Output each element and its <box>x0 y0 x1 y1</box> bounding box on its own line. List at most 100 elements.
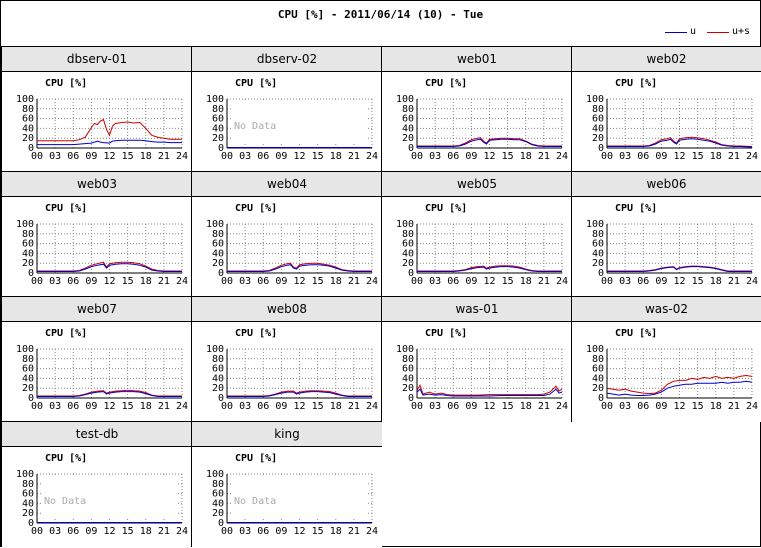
x-tick-label: 24 <box>556 151 568 162</box>
y-tick-label: 80 <box>592 104 604 115</box>
y-tick-label: 80 <box>592 229 604 240</box>
x-tick-label: 06 <box>257 526 269 537</box>
legend: u u+s <box>661 25 759 39</box>
y-tick-label: 0 <box>408 393 414 404</box>
x-tick-label: 15 <box>312 526 324 537</box>
panel-web02: web02 CPU [%] 0 20 40 60 80 100 00 03 06 09 12 15 18 21… <box>571 46 761 172</box>
x-tick-label: 21 <box>158 276 170 287</box>
y-tick-label: 40 <box>592 373 604 384</box>
y-tick-label: 100 <box>586 219 604 230</box>
y-tick-label: 60 <box>592 114 604 125</box>
y-tick-label: 100 <box>206 469 224 480</box>
x-tick-label: 00 <box>221 526 233 537</box>
y-tick-label: 100 <box>206 94 224 105</box>
x-tick-label: 24 <box>366 276 378 287</box>
panel-title: web02 <box>572 47 761 72</box>
y-tick-label: 80 <box>592 354 604 365</box>
y-axis-label: CPU [%] <box>235 78 277 89</box>
no-data-box <box>232 100 366 144</box>
x-tick-label: 21 <box>728 401 740 412</box>
x-tick-label: 09 <box>655 151 667 162</box>
x-tick-label: 09 <box>85 151 97 162</box>
y-tick-label: 60 <box>212 364 224 375</box>
y-tick-label: 80 <box>22 354 34 365</box>
legend-line-u <box>665 32 687 33</box>
no-data-label: No Data <box>234 496 276 507</box>
x-tick-label: 18 <box>330 276 342 287</box>
y-tick-label: 100 <box>586 94 604 105</box>
x-tick-label: 03 <box>239 151 251 162</box>
y-tick-label: 60 <box>212 489 224 500</box>
y-tick-label: 0 <box>28 143 34 154</box>
x-tick-label: 12 <box>103 151 115 162</box>
series-line-us <box>416 384 563 396</box>
x-tick-label: 24 <box>556 276 568 287</box>
x-tick-label: 21 <box>158 526 170 537</box>
x-tick-label: 15 <box>692 401 704 412</box>
y-tick-label: 20 <box>592 133 604 144</box>
x-tick-label: 09 <box>655 276 667 287</box>
legend-label-u: u <box>690 26 697 37</box>
x-tick-label: 00 <box>221 276 233 287</box>
panel-title: web05 <box>382 172 572 197</box>
x-tick-label: 15 <box>122 401 134 412</box>
panel-was-02: was-02 CPU [%] 0 20 40 60 80 100 00 03 06 09 12 15 18 2… <box>571 296 761 422</box>
y-tick-label: 40 <box>22 248 34 259</box>
y-axis-label: CPU [%] <box>615 203 657 214</box>
series-line-us <box>37 261 182 272</box>
x-tick-label: 00 <box>221 151 233 162</box>
panel-web04: web04 CPU [%] 0 20 40 60 80 100 00 03 06 09 12 15 18 21… <box>191 171 382 297</box>
x-tick-label: 12 <box>483 401 495 412</box>
y-tick-label: 20 <box>402 383 414 394</box>
panel-title: web01 <box>382 47 572 72</box>
series-line-u <box>607 138 753 148</box>
y-tick-label: 60 <box>22 239 34 250</box>
x-tick-label: 03 <box>49 526 61 537</box>
y-axis-label: CPU [%] <box>45 328 87 339</box>
x-tick-label: 00 <box>601 151 613 162</box>
y-tick-label: 40 <box>592 248 604 259</box>
y-tick-label: 40 <box>22 373 34 384</box>
x-tick-label: 06 <box>637 276 649 287</box>
page-title: CPU [%] - 2011/06/14 (10) - Tue <box>277 8 484 21</box>
y-tick-label: 20 <box>212 133 224 144</box>
panel-title: was-02 <box>572 297 761 322</box>
x-tick-label: 00 <box>31 276 43 287</box>
x-tick-label: 00 <box>31 401 43 412</box>
y-tick-label: 60 <box>22 114 34 125</box>
x-tick-label: 15 <box>122 276 134 287</box>
x-tick-label: 24 <box>746 151 758 162</box>
x-tick-label: 24 <box>746 276 758 287</box>
x-tick-label: 09 <box>275 276 287 287</box>
no-data-box <box>232 475 366 519</box>
y-tick-label: 20 <box>592 383 604 394</box>
y-axis-label: CPU [%] <box>235 203 277 214</box>
y-tick-label: 40 <box>22 498 34 509</box>
x-tick-label: 03 <box>49 276 61 287</box>
x-tick-label: 00 <box>601 276 613 287</box>
x-tick-label: 24 <box>176 401 188 412</box>
y-axis-label: CPU [%] <box>425 328 467 339</box>
x-tick-label: 18 <box>140 526 152 537</box>
y-tick-label: 100 <box>396 94 414 105</box>
x-tick-label: 09 <box>275 401 287 412</box>
x-tick-label: 06 <box>447 276 459 287</box>
y-axis-label: CPU [%] <box>45 453 87 464</box>
x-tick-label: 03 <box>49 151 61 162</box>
x-tick-label: 15 <box>312 401 324 412</box>
x-tick-label: 21 <box>348 276 360 287</box>
x-tick-label: 21 <box>348 401 360 412</box>
series-line-u <box>37 263 182 272</box>
x-tick-label: 18 <box>330 526 342 537</box>
x-tick-label: 21 <box>538 276 550 287</box>
y-tick-label: 40 <box>592 123 604 134</box>
x-tick-label: 12 <box>293 401 305 412</box>
x-tick-label: 21 <box>728 276 740 287</box>
x-tick-label: 00 <box>601 401 613 412</box>
x-tick-label: 03 <box>429 151 441 162</box>
